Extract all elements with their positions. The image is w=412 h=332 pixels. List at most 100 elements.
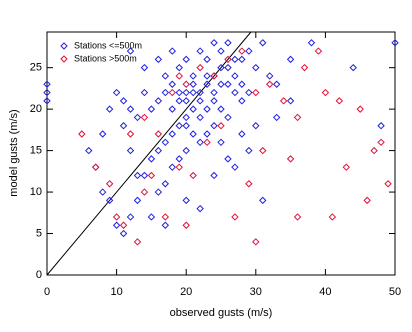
point [182, 55, 190, 64]
point [196, 63, 204, 72]
point [272, 113, 281, 122]
point [182, 97, 190, 105]
point [161, 221, 170, 229]
point [203, 130, 211, 138]
point [175, 97, 183, 105]
point [43, 97, 51, 105]
point [224, 39, 232, 47]
point [356, 105, 364, 113]
point [342, 163, 350, 171]
point [196, 138, 204, 147]
point [182, 122, 190, 130]
point [126, 105, 135, 113]
x-tick-label: 10 [110, 286, 122, 298]
point [189, 130, 197, 138]
point [370, 146, 378, 155]
point [175, 155, 183, 163]
point [126, 130, 135, 138]
point [203, 80, 211, 88]
point [175, 72, 183, 80]
point [154, 130, 163, 138]
legend-label: Stations >500m [74, 53, 137, 63]
point [126, 146, 135, 155]
point [321, 88, 330, 97]
point [168, 130, 176, 138]
point [112, 221, 121, 229]
point [217, 47, 225, 55]
point [266, 80, 274, 88]
point [119, 221, 128, 229]
point [133, 171, 142, 180]
point [286, 155, 295, 163]
point [98, 188, 107, 196]
y-tick-label: 15 [30, 145, 42, 157]
x-tick-label: 20 [180, 286, 192, 298]
point [203, 55, 211, 64]
point [189, 105, 197, 113]
point [168, 105, 176, 113]
point [182, 88, 190, 97]
point [161, 88, 170, 97]
point [140, 171, 149, 180]
x-tick-label: 50 [389, 286, 401, 298]
x-tick-label: 0 [44, 286, 50, 298]
point [210, 88, 218, 97]
point [189, 88, 197, 97]
point [147, 171, 156, 180]
point [105, 196, 114, 205]
point [224, 55, 232, 64]
point [279, 97, 288, 105]
point [217, 80, 225, 88]
point [217, 138, 225, 147]
point [384, 180, 392, 188]
point [189, 72, 197, 80]
point [133, 238, 142, 246]
point [140, 188, 149, 196]
y-tick-label: 25 [30, 62, 42, 74]
point [210, 72, 218, 80]
point [98, 130, 107, 138]
point [231, 163, 239, 171]
point [182, 221, 190, 229]
point [259, 146, 267, 155]
y-tick-label: 0 [36, 269, 42, 281]
y-tick-label: 10 [30, 186, 42, 198]
y-tick-label: 5 [36, 227, 42, 239]
point [349, 63, 357, 72]
point [196, 47, 204, 55]
point [224, 155, 232, 163]
point [175, 163, 183, 171]
point [307, 39, 316, 47]
point [119, 122, 128, 130]
point [259, 196, 267, 205]
point [161, 213, 170, 221]
point [147, 155, 156, 163]
point [154, 146, 163, 155]
point [182, 80, 190, 88]
point [182, 146, 190, 155]
point [182, 113, 190, 122]
point [161, 180, 170, 188]
legend-label: Stations <=500m [74, 40, 142, 50]
point [112, 88, 121, 97]
point [217, 63, 225, 72]
point [105, 105, 114, 113]
point [112, 213, 121, 221]
point [92, 163, 100, 171]
point [210, 39, 218, 47]
point [210, 171, 218, 180]
point [189, 80, 197, 88]
point [377, 122, 385, 130]
legend-marker [60, 42, 68, 50]
point [43, 80, 51, 88]
point [133, 113, 142, 122]
point [168, 163, 176, 171]
point [140, 113, 149, 122]
point [126, 47, 135, 55]
point [168, 47, 176, 55]
point [92, 163, 100, 171]
point [140, 88, 149, 97]
point [286, 55, 295, 64]
